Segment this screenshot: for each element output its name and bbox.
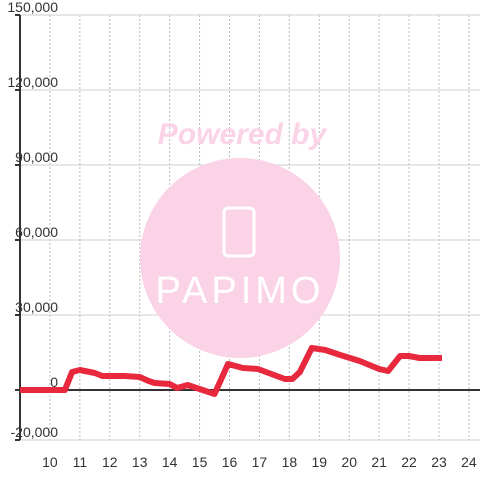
x-tick-label: 23 xyxy=(431,454,447,470)
x-tick-label: 10 xyxy=(42,454,58,470)
watermark-circle xyxy=(140,158,340,358)
x-tick-label: 15 xyxy=(192,454,208,470)
y-tick-label: 0 xyxy=(50,374,58,390)
watermark: Powered by PAPIMO xyxy=(140,118,340,358)
y-tick-label: 120,000 xyxy=(7,74,58,90)
x-tick-label: 20 xyxy=(341,454,357,470)
watermark-text: Powered by xyxy=(158,118,328,151)
x-tick-label: 19 xyxy=(311,454,327,470)
y-tick-label: 90,000 xyxy=(15,149,58,165)
x-tick-label: 13 xyxy=(132,454,148,470)
x-tick-label: 17 xyxy=(252,454,268,470)
x-tick-label: 21 xyxy=(371,454,387,470)
x-tick-label: 24 xyxy=(461,454,477,470)
x-tick-label: 14 xyxy=(162,454,178,470)
data-line xyxy=(20,345,442,397)
y-tick-label: 60,000 xyxy=(15,224,58,240)
y-tick-label: 150,000 xyxy=(7,0,58,15)
watermark-icon xyxy=(222,206,256,258)
x-tick-label: 11 xyxy=(73,454,88,470)
watermark-logo: PAPIMO xyxy=(156,270,325,312)
y-tick-label: -20,000 xyxy=(11,424,59,440)
x-tick-label: 18 xyxy=(282,454,298,470)
x-tick-label: 12 xyxy=(102,454,118,470)
x-tick-label: 16 xyxy=(222,454,238,470)
y-tick-label: 30,000 xyxy=(15,299,58,315)
x-tick-label: 22 xyxy=(401,454,417,470)
